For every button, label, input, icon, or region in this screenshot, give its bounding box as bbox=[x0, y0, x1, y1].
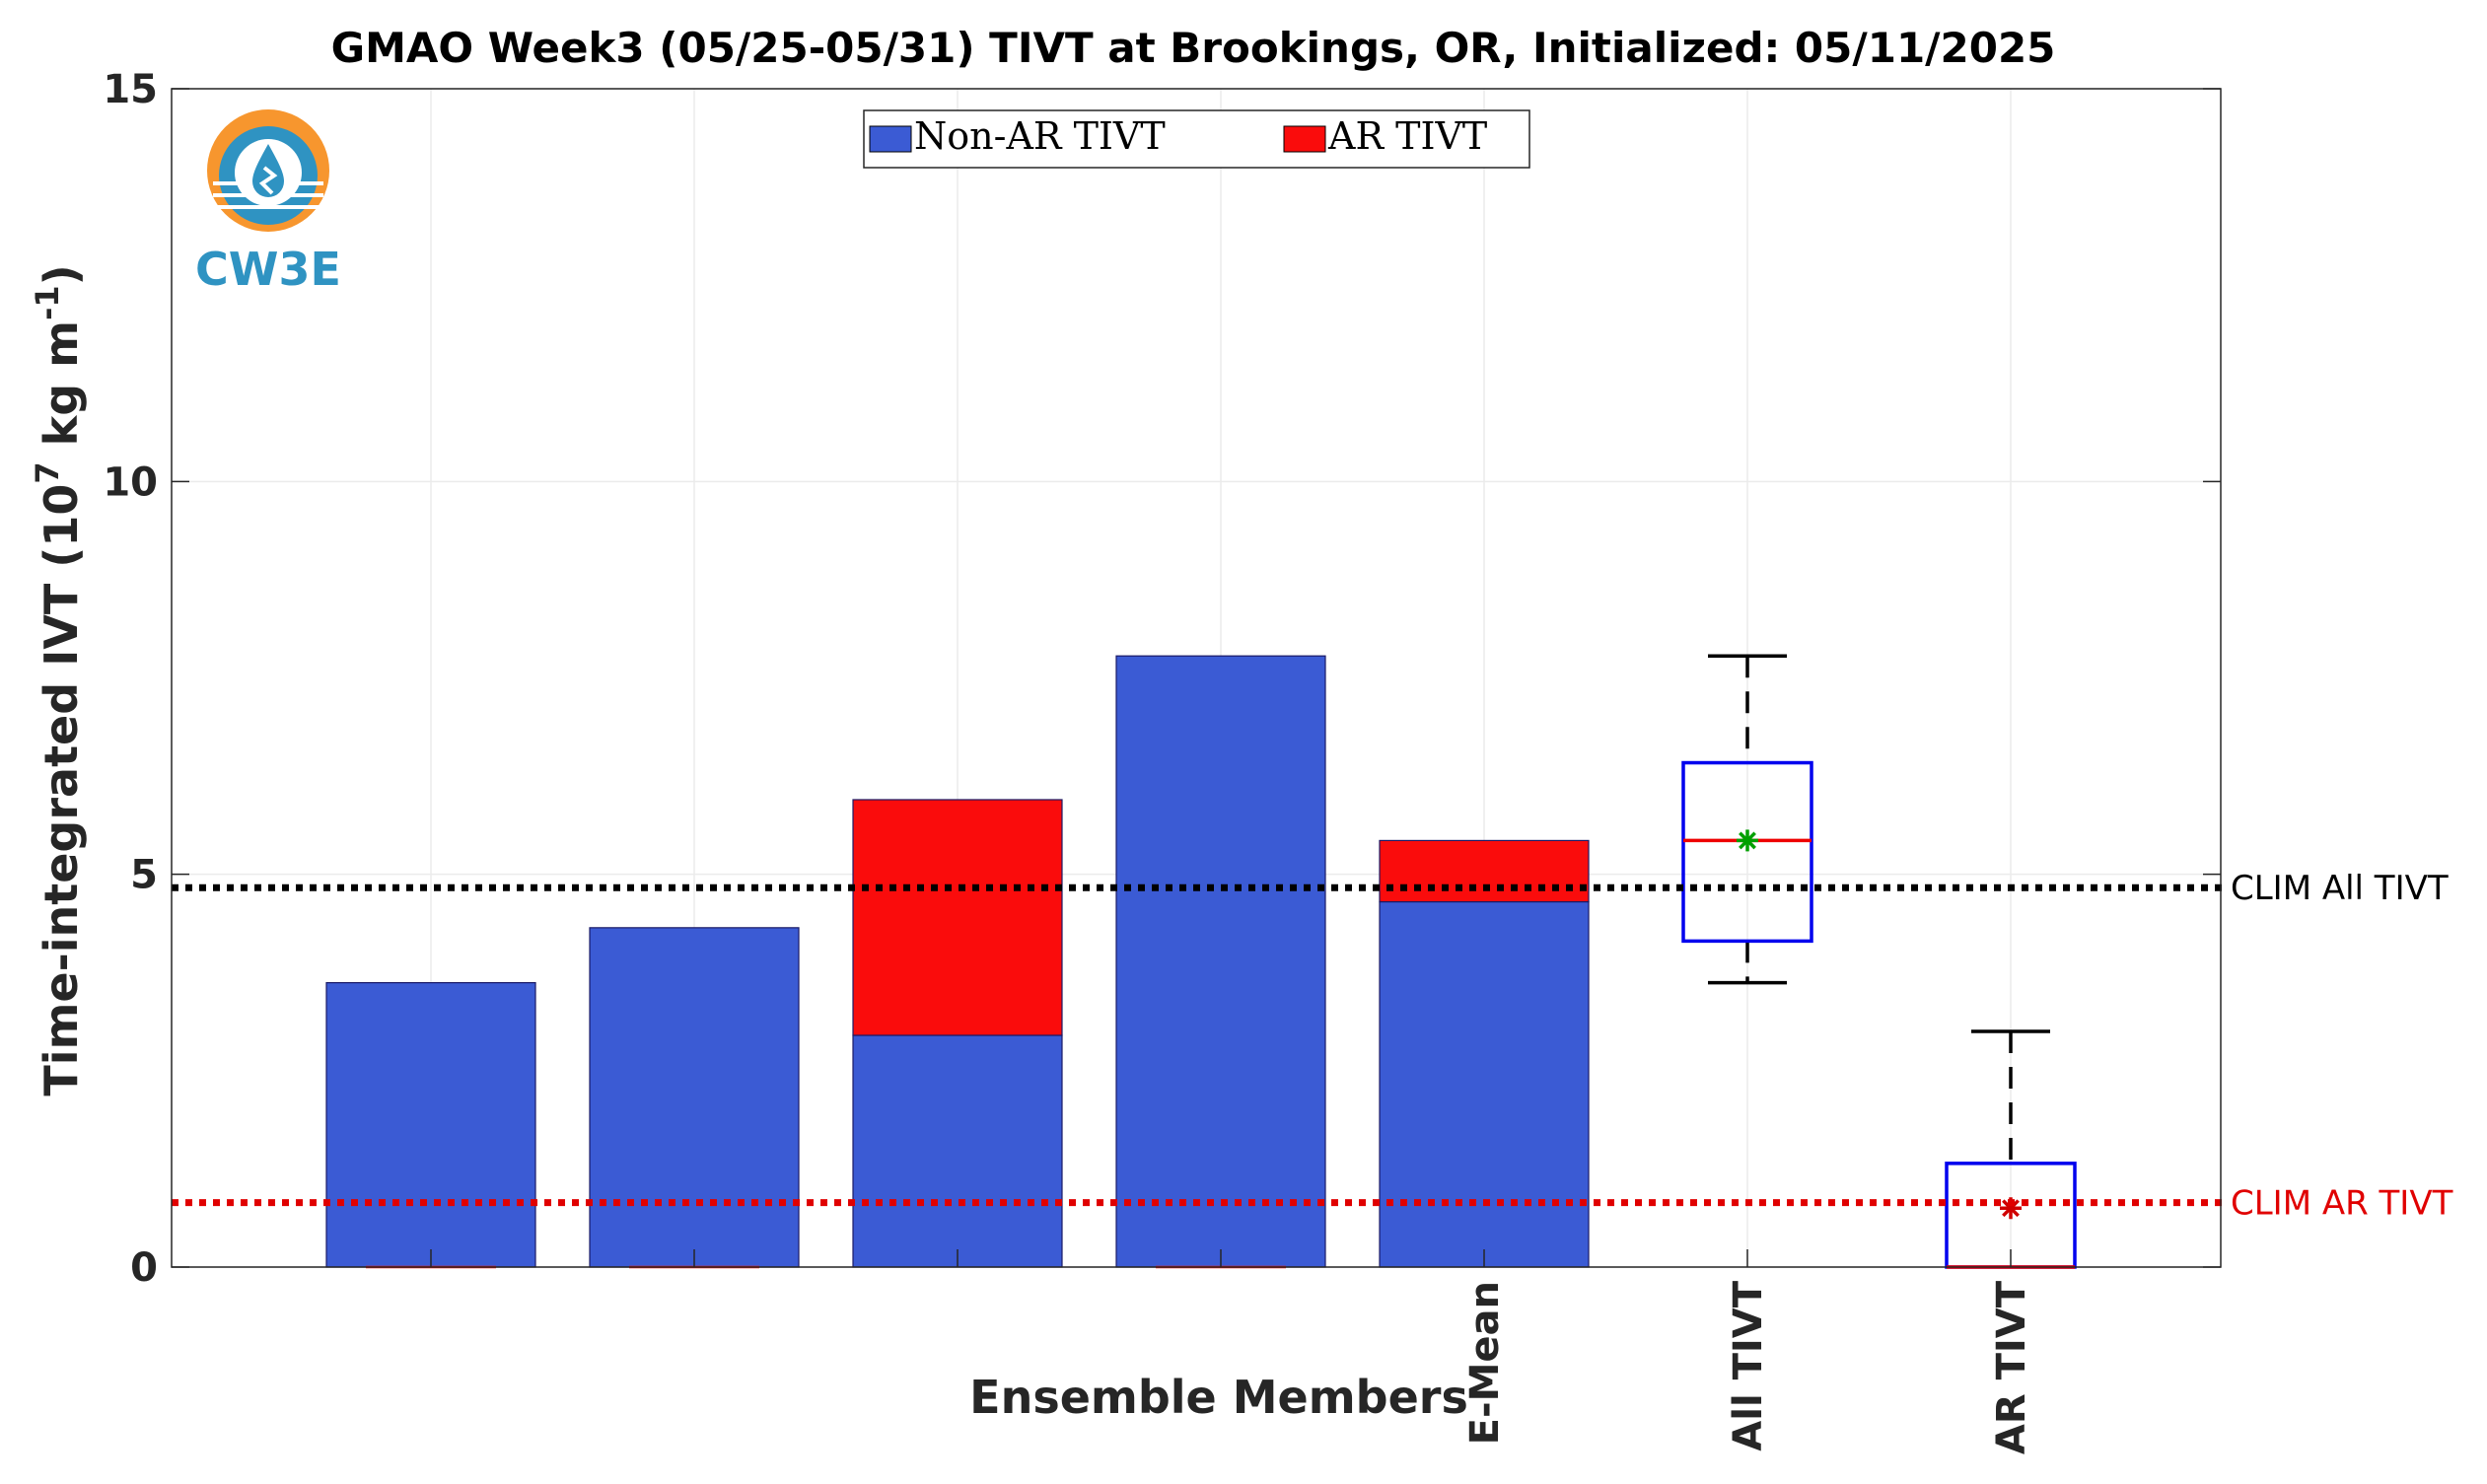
reference-line-label: CLIM All TIVT bbox=[2231, 869, 2449, 908]
y-axis-label-exp: 7 bbox=[29, 461, 66, 483]
cw3e-logo: CW3E bbox=[195, 109, 341, 296]
bar-non-ar bbox=[325, 982, 536, 1268]
y-tick-label: 0 bbox=[130, 1245, 158, 1291]
bar-ar bbox=[852, 799, 1063, 1036]
axes-frame bbox=[171, 88, 2222, 1268]
x-tick-label: All TIVT bbox=[1726, 1280, 1771, 1450]
bar-non-ar bbox=[1379, 900, 1590, 1268]
legend-box bbox=[863, 109, 1530, 169]
boxplot-all-tivt bbox=[1681, 654, 1813, 985]
y-tick-label: 5 bbox=[130, 853, 158, 898]
y-axis-label-unit-exp: -1 bbox=[29, 285, 66, 320]
legend-label-non-ar: Non-AR TIVT bbox=[914, 114, 1166, 158]
y-axis-label-main: Time-integrated IVT (10 bbox=[35, 484, 88, 1096]
logo-text: CW3E bbox=[195, 243, 341, 296]
bar-non-ar bbox=[1115, 655, 1326, 1268]
boxplots bbox=[1681, 654, 2077, 1269]
legend-swatch-ar bbox=[1283, 125, 1326, 153]
chart-title: GMAO Week3 (05/25-05/31) TIVT at Brookin… bbox=[331, 24, 2056, 72]
mean-marker bbox=[1737, 829, 1758, 852]
bar-non-ar bbox=[589, 927, 800, 1268]
bars bbox=[325, 655, 1590, 1269]
x-axis-label: Ensemble Members bbox=[969, 1371, 1468, 1424]
bar-non-ar bbox=[852, 1034, 1063, 1268]
y-axis: 0 5 10 15 bbox=[103, 67, 2221, 1291]
box bbox=[1681, 760, 1813, 944]
x-tick-label: E-Mean bbox=[1462, 1281, 1508, 1445]
x-tick-label: AR TIVT bbox=[1989, 1280, 2034, 1454]
x-axis: E-Mean All TIVT AR TIVT bbox=[430, 1249, 2034, 1454]
reference-lines: CLIM All TIVT CLIM AR TIVT bbox=[172, 869, 2453, 1224]
y-axis-label: Time-integrated IVT (107 kg m-1) bbox=[29, 264, 88, 1095]
y-tick-label: 15 bbox=[103, 67, 158, 112]
reference-line-label: CLIM AR TIVT bbox=[2231, 1184, 2453, 1224]
y-axis-label-unit: kg m bbox=[35, 320, 88, 461]
legend-label-ar: AR TIVT bbox=[1327, 114, 1487, 158]
y-tick-label: 10 bbox=[103, 459, 158, 505]
legend: Non-AR TIVT AR TIVT bbox=[863, 109, 1530, 169]
legend-swatch-non-ar bbox=[869, 125, 912, 153]
y-axis-label-close: ) bbox=[35, 264, 88, 285]
bar-ar bbox=[1379, 839, 1590, 903]
